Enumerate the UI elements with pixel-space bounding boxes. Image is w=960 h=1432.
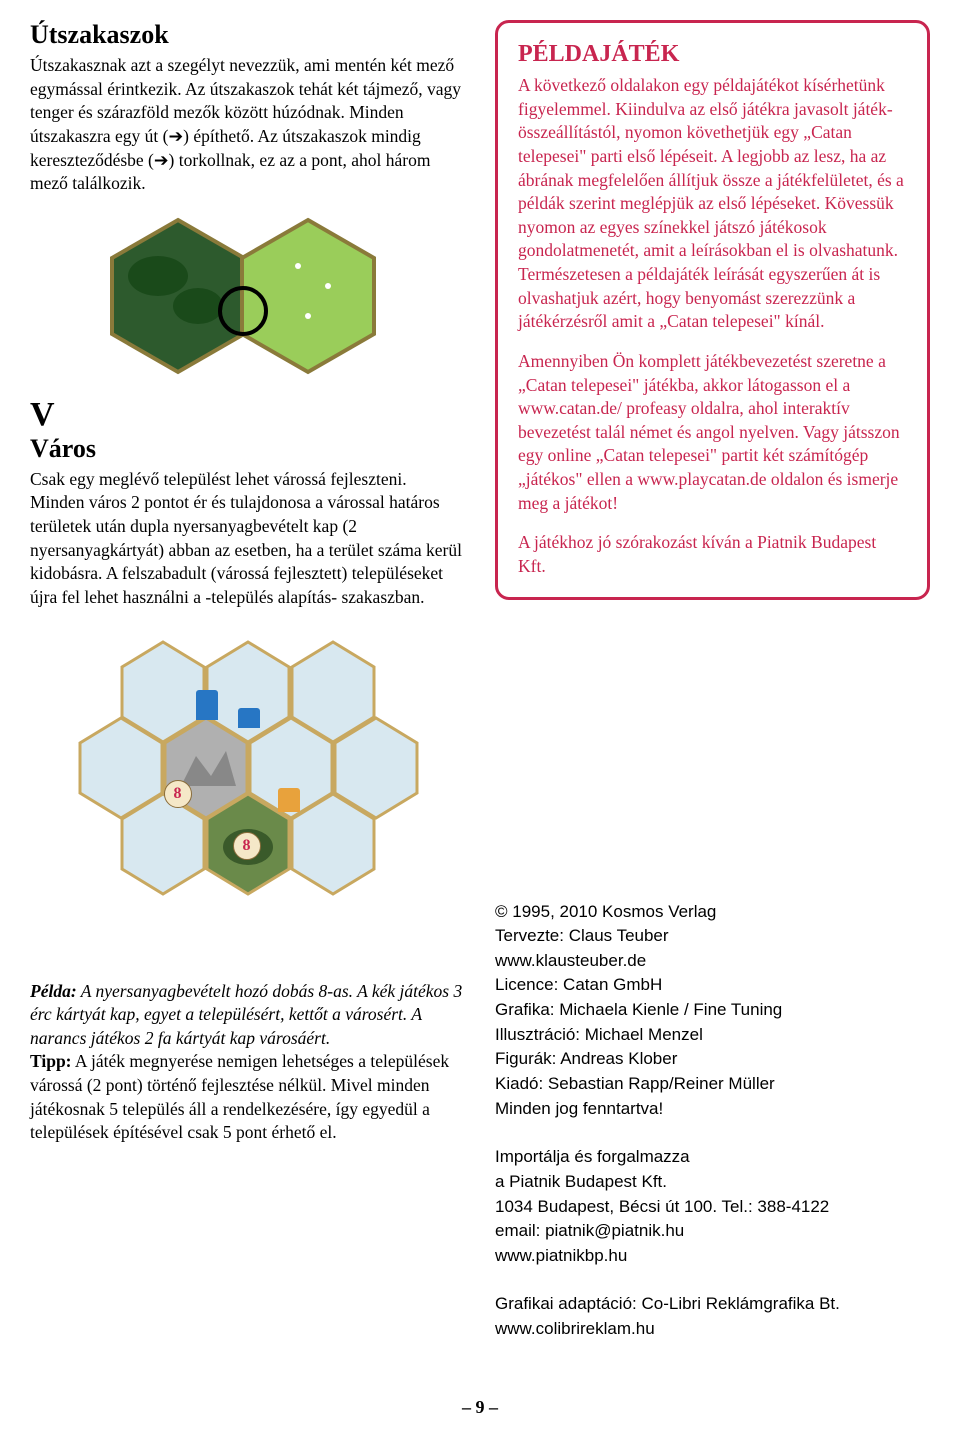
credits-copyright: © 1995, 2010 Kosmos Verlag (495, 900, 930, 925)
credits-section: © 1995, 2010 Kosmos Verlag Tervezte: Cla… (495, 900, 930, 1342)
credits-url: www.piatnikbp.hu (495, 1244, 930, 1269)
tipp-label: Tipp: (30, 1051, 72, 1071)
example-box: PÉLDAJÁTÉK A következő oldalakon egy pél… (495, 20, 930, 600)
credits-email: email: piatnik@piatnik.hu (495, 1219, 930, 1244)
pelda-text: A nyersanyagbevételt hozó dobás 8-as. A … (30, 981, 462, 1048)
utszakaszok-text: Útszakasznak azt a szegélyt nevezzük, am… (30, 54, 465, 196)
credits-designer-url: www.klausteuber.de (495, 949, 930, 974)
letter-v: V (30, 396, 465, 434)
varos-text: Csak egy meglévő települést lehet váross… (30, 468, 465, 610)
credits-rights: Minden jog fenntartva! (495, 1097, 930, 1122)
hex-cluster-illustration: 8 8 (108, 640, 388, 960)
blue-settlement-piece (238, 708, 260, 728)
example-para1: A következő oldalakon egy példajátékot k… (518, 74, 907, 334)
credits-importer1: Importálja és forgalmazza (495, 1145, 930, 1170)
orange-city-piece (278, 788, 300, 812)
tipp-text: A játék megnyerése nemigen lehetséges a … (30, 1051, 449, 1142)
hex-illustration-intersection (108, 216, 388, 376)
section-title-varos: Város (30, 434, 465, 464)
section-title-utszakaszok: Útszakaszok (30, 20, 465, 50)
page-number: – 9 – (462, 1397, 498, 1418)
credits-grafika: Grafika: Michaela Kienle / Fine Tuning (495, 998, 930, 1023)
credits-address: 1034 Budapest, Bécsi út 100. Tel.: 388-4… (495, 1195, 930, 1220)
pelda-paragraph: Példa: A nyersanyagbevételt hozó dobás 8… (30, 980, 465, 1051)
credits-adapt-url: www.colibrireklam.hu (495, 1317, 930, 1342)
tipp-paragraph: Tipp: A játék megnyerése nemigen lehetsé… (30, 1050, 465, 1145)
intersection-marker (218, 286, 268, 336)
credits-publisher: Kiadó: Sebastian Rapp/Reiner Müller (495, 1072, 930, 1097)
example-para2: Amennyiben Ön komplett játékbevezetést s… (518, 350, 907, 515)
credits-designer: Tervezte: Claus Teuber (495, 924, 930, 949)
number-chip-2: 8 (233, 832, 261, 860)
blue-city-piece (196, 690, 218, 720)
credits-illustration: Illusztráció: Michael Menzel (495, 1023, 930, 1048)
credits-adapt: Grafikai adaptáció: Co-Libri Reklámgrafi… (495, 1292, 930, 1317)
credits-figures: Figurák: Andreas Klober (495, 1047, 930, 1072)
example-title: PÉLDAJÁTÉK (518, 41, 907, 68)
example-para3: A játékhoz jó szórakozást kíván a Piatni… (518, 531, 907, 578)
pelda-label: Példa: (30, 981, 77, 1001)
credits-importer2: a Piatnik Budapest Kft. (495, 1170, 930, 1195)
number-chip-1: 8 (164, 780, 192, 808)
credits-licence: Licence: Catan GmbH (495, 973, 930, 998)
